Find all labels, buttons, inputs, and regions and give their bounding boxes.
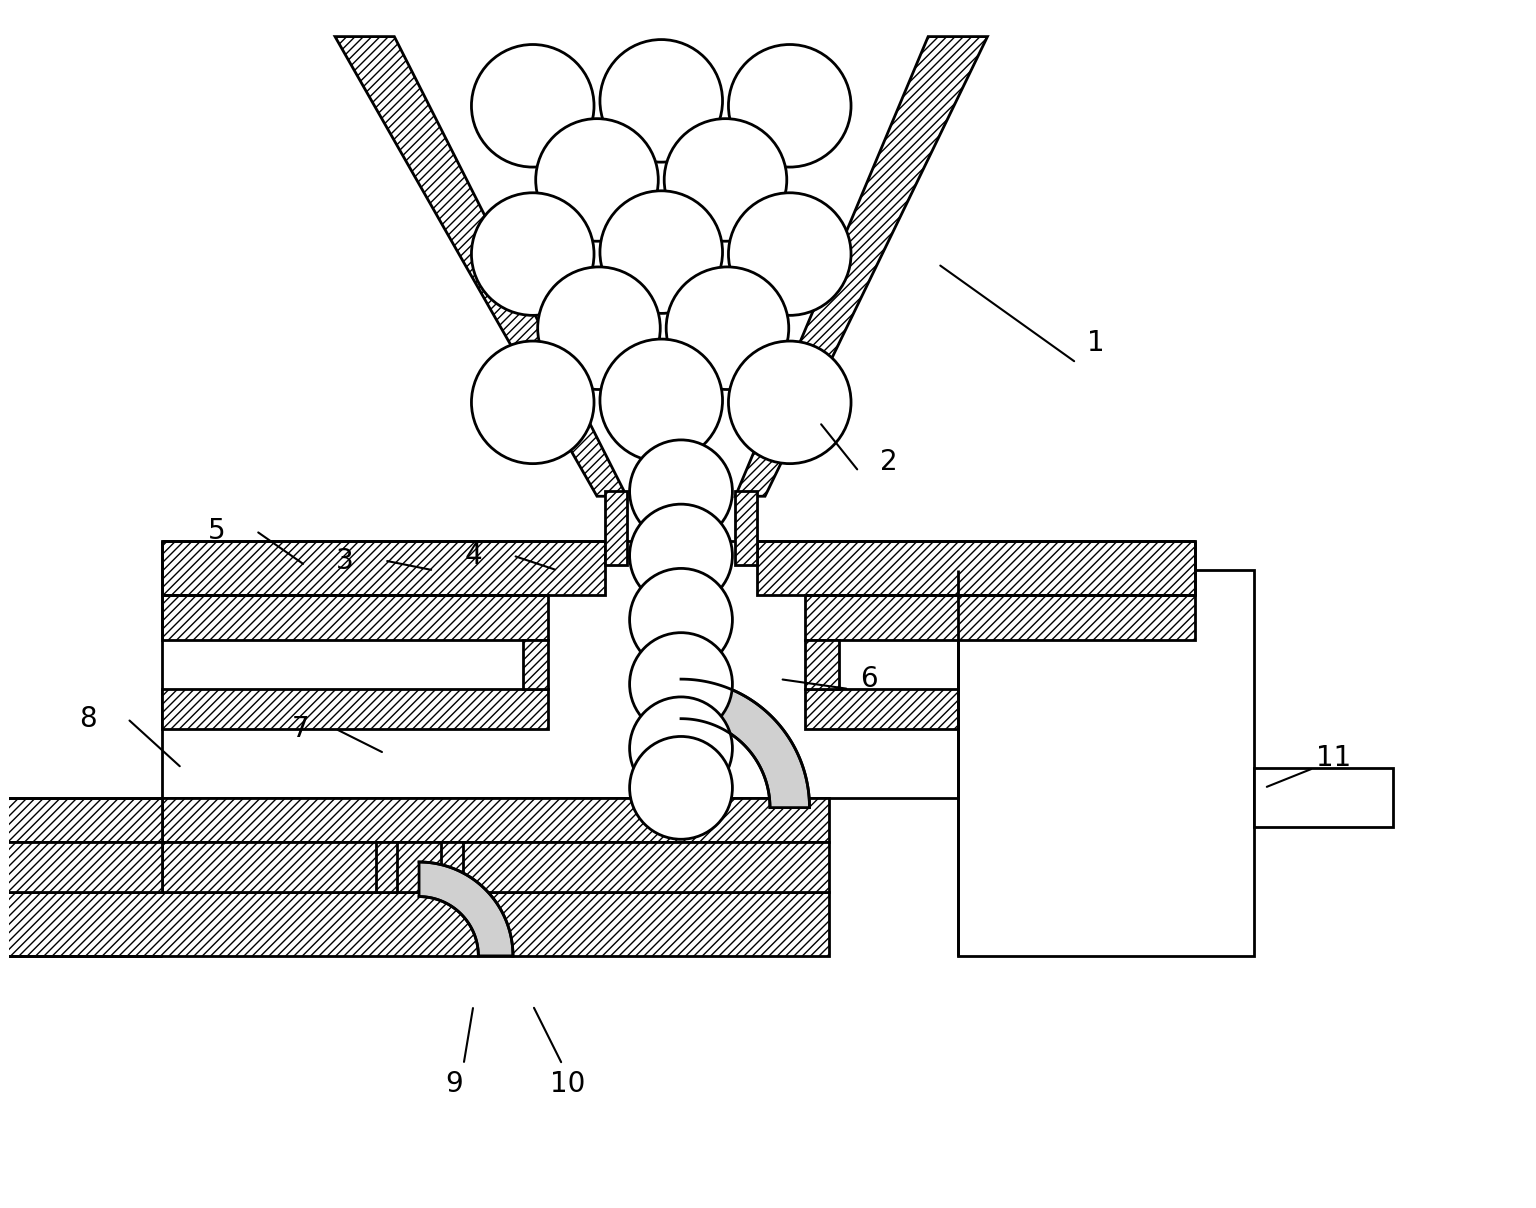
Text: 10: 10 (550, 1070, 585, 1098)
Text: 5: 5 (207, 517, 226, 545)
Polygon shape (161, 797, 829, 842)
Polygon shape (161, 689, 547, 728)
Circle shape (538, 267, 660, 389)
Circle shape (630, 440, 733, 542)
Circle shape (472, 341, 594, 464)
Polygon shape (680, 679, 809, 808)
Text: 3: 3 (336, 546, 353, 575)
Polygon shape (0, 892, 829, 956)
Circle shape (472, 193, 594, 315)
Polygon shape (335, 36, 627, 496)
Text: 7: 7 (292, 715, 309, 743)
Polygon shape (736, 36, 988, 496)
Text: 6: 6 (860, 666, 877, 693)
Circle shape (601, 339, 722, 461)
Circle shape (630, 569, 733, 672)
Circle shape (728, 45, 851, 167)
Polygon shape (805, 639, 839, 689)
Polygon shape (805, 596, 1195, 639)
Polygon shape (805, 689, 958, 728)
Circle shape (601, 191, 722, 313)
Polygon shape (522, 639, 547, 689)
Circle shape (728, 193, 851, 315)
Text: 9: 9 (445, 1070, 462, 1098)
Text: 4: 4 (464, 541, 482, 569)
Bar (958, 570, 1255, 956)
Circle shape (728, 341, 851, 464)
Text: 2: 2 (880, 448, 897, 476)
Polygon shape (0, 842, 161, 892)
Text: 1: 1 (1087, 329, 1104, 358)
Polygon shape (161, 596, 547, 639)
Circle shape (472, 45, 594, 167)
Circle shape (630, 633, 733, 736)
Polygon shape (161, 541, 605, 596)
Polygon shape (757, 541, 1195, 596)
Polygon shape (161, 842, 829, 892)
Circle shape (630, 737, 733, 840)
Polygon shape (605, 492, 627, 565)
Polygon shape (441, 842, 462, 892)
Polygon shape (736, 492, 757, 565)
Circle shape (630, 504, 733, 606)
Circle shape (630, 697, 733, 800)
Polygon shape (0, 797, 161, 842)
Circle shape (667, 267, 790, 389)
Circle shape (664, 118, 786, 242)
Circle shape (601, 40, 722, 162)
Text: 8: 8 (78, 704, 97, 733)
Polygon shape (419, 863, 513, 956)
Polygon shape (376, 842, 398, 892)
Circle shape (536, 118, 659, 242)
Bar (1255, 768, 1393, 827)
Text: 11: 11 (1316, 744, 1352, 772)
